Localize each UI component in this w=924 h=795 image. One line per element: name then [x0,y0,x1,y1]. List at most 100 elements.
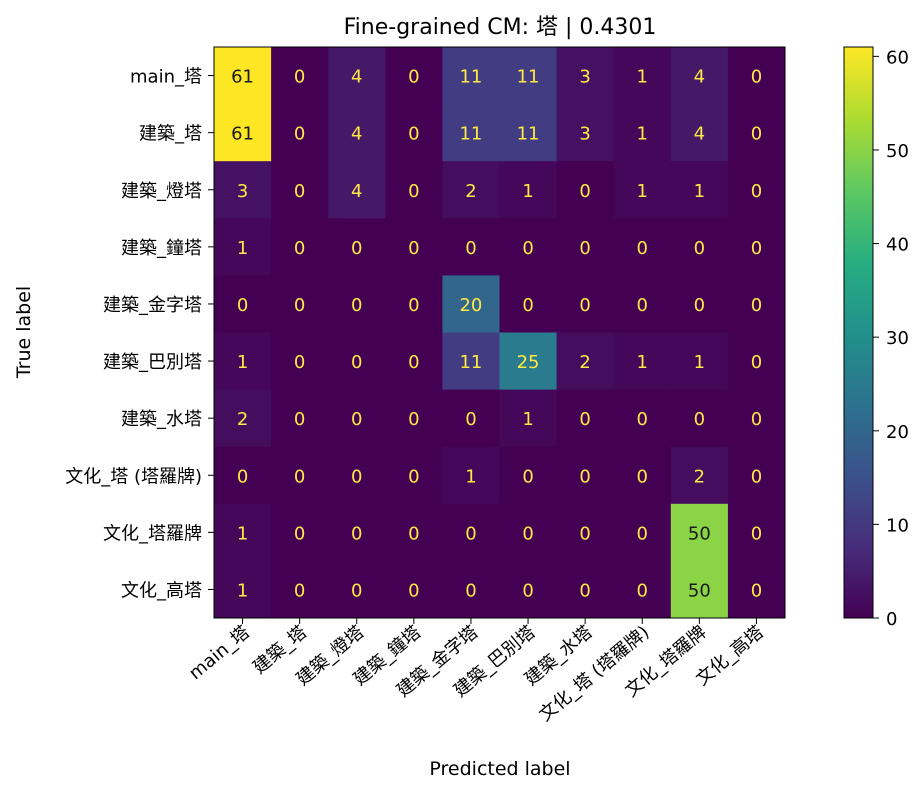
heatmap-cell [385,161,443,219]
heatmap-cell [556,389,615,448]
heatmap-cell [442,332,500,391]
heatmap-cell [499,503,558,562]
heatmap-cell [556,560,615,619]
colorbar-tick-label: 30 [886,328,909,349]
heatmap-cell [328,218,386,276]
heatmap-cell [271,275,329,333]
cell-value-label: 0 [294,67,305,88]
heatmap-cell [442,275,500,333]
cell-value-label: 0 [294,124,305,145]
heatmap-cell [727,275,786,333]
cell-value-label: 0 [751,124,762,145]
x-axis-ticks: main_塔建築_塔建築_燈塔建築_鐘塔建築_金字塔建築_巴別塔建築_水塔文化_… [185,618,768,726]
heatmap-frame [213,46,786,619]
colorbar-tick-label: 20 [886,422,909,443]
cell-value-label: 0 [351,580,362,601]
colorbar-tick-label: 60 [886,47,909,68]
y-tick-label: 文化_塔羅牌 [103,523,202,544]
cell-value-label: 4 [351,67,362,88]
y-tick-label: 建築_金字塔 [103,295,202,316]
cell-value-label: 1 [694,352,705,373]
cell-value-label: 0 [237,466,248,487]
cell-value-label: 2 [465,181,476,202]
cell-value-label: 0 [637,238,648,259]
y-tick-label: main_塔 [130,67,202,88]
heatmap-cell [328,503,386,562]
cell-value-label: 0 [408,295,419,316]
heatmap-cell [442,446,500,505]
cell-value-label: 1 [237,580,248,601]
heatmap-cell [271,104,329,162]
heatmap-cell [328,161,386,219]
heatmap-cell [271,560,329,619]
heatmap-cell [556,446,615,505]
cell-value-label: 0 [637,466,648,487]
heatmap-cell [613,332,672,391]
cell-value-label: 0 [751,352,762,373]
cell-value-label: 0 [522,466,533,487]
heatmap-cell [271,47,329,105]
cell-value-label: 1 [237,352,248,373]
cell-value-label: 0 [579,181,590,202]
cell-value-label: 2 [694,466,705,487]
cell-value-label: 0 [465,238,476,259]
cell-value-label: 0 [694,409,705,430]
heatmap-cell [556,47,615,105]
heatmap-cell [271,446,329,505]
cell-value-label: 0 [351,409,362,430]
heatmap-cell [727,503,786,562]
heatmap-cell [613,446,672,505]
cell-value-label: 0 [637,409,648,430]
heatmap-cell [670,161,729,219]
cell-value-label: 0 [522,523,533,544]
heatmap-cell [499,389,558,448]
heatmap-cell [328,389,386,448]
y-tick-label: 建築_水塔 [121,409,202,430]
heatmap-cells [214,47,786,619]
colorbar-tick-label: 0 [886,609,897,630]
cell-value-label: 0 [522,238,533,259]
cell-value-label: 0 [637,523,648,544]
heatmap-cell [556,503,615,562]
cell-value-label: 0 [294,238,305,259]
cell-value-label: 0 [579,409,590,430]
heatmap-cell [328,275,386,333]
heatmap-cell [214,218,272,276]
heatmap-cell [613,503,672,562]
y-tick-label: 建築_塔 [139,124,202,145]
cell-value-label: 0 [579,238,590,259]
cell-value-label: 1 [694,181,705,202]
cell-value-label: 0 [351,238,362,259]
heatmap-cell [385,332,443,391]
cell-value-label: 0 [294,523,305,544]
cell-value-label: 0 [637,295,648,316]
heatmap-cell [670,218,729,276]
cell-value-label: 0 [522,580,533,601]
cell-value-label: 0 [294,181,305,202]
cell-value-label: 0 [408,67,419,88]
heatmap-cell [271,503,329,562]
heatmap-cell [271,332,329,391]
chart-title: Fine-grained CM: 塔 | 0.4301 [344,15,657,40]
heatmap-cell [556,332,615,391]
cell-value-label: 0 [294,466,305,487]
heatmap-cell [385,47,443,105]
colorbar-tick-label: 40 [886,235,909,256]
cell-value-label: 3 [579,67,590,88]
cell-value-label: 61 [231,124,254,145]
heatmap-cell [613,104,672,162]
cell-value-label: 0 [694,295,705,316]
cell-value-label: 0 [579,466,590,487]
cell-value-label: 20 [459,295,482,316]
x-tick-label: main_塔 [185,622,254,684]
cell-value-label: 3 [237,181,248,202]
cell-value-label: 0 [465,523,476,544]
heatmap-cell [271,389,329,448]
cell-value-label: 1 [637,67,648,88]
cell-value-label: 0 [294,580,305,601]
cell-value-label: 11 [517,124,540,145]
cell-value-label: 0 [522,295,533,316]
heatmap-cell [556,275,615,333]
cell-value-label: 1 [522,409,533,430]
cell-value-label: 11 [459,67,482,88]
